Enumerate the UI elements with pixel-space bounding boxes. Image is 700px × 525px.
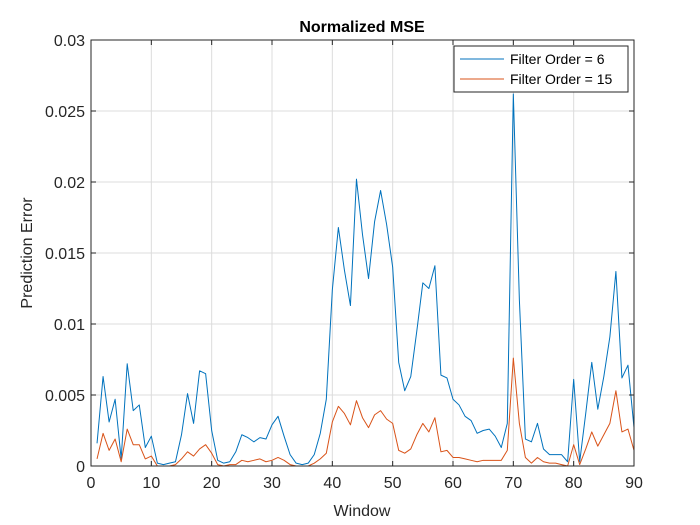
x-tick-label: 0 xyxy=(87,475,96,492)
series-layer xyxy=(96,93,635,467)
series-line-1 xyxy=(96,93,635,466)
series-line-2 xyxy=(96,357,635,467)
y-tick-label: 0.02 xyxy=(54,175,85,192)
x-tick-label: 80 xyxy=(565,475,583,492)
x-tick-label: 60 xyxy=(444,475,462,492)
chart-title: Normalized MSE xyxy=(299,19,425,36)
axis-ticks xyxy=(90,39,635,467)
x-tick-label: 40 xyxy=(323,475,341,492)
x-axis-label: Window xyxy=(334,503,391,520)
x-tick-label: 90 xyxy=(625,475,643,492)
y-tick-label: 0.03 xyxy=(54,33,85,50)
x-tick-label: 50 xyxy=(384,475,402,492)
x-tick-label: 10 xyxy=(142,475,160,492)
y-tick-labels: 0 0.005 0.01 0.015 0.02 0.025 0.03 xyxy=(45,33,85,476)
x-tick-label: 20 xyxy=(203,475,221,492)
x-tick-label: 30 xyxy=(263,475,281,492)
legend-label-2: Filter Order = 15 xyxy=(510,71,613,87)
y-tick-label: 0.01 xyxy=(54,317,85,334)
legend-box xyxy=(453,45,629,93)
y-tick-label: 0.025 xyxy=(45,104,85,121)
legend-label-1: Filter Order = 6 xyxy=(510,51,605,67)
y-tick-label: 0.005 xyxy=(45,388,85,405)
legend: Filter Order = 6 Filter Order = 15 xyxy=(453,45,629,93)
y-tick-label: 0 xyxy=(76,459,85,476)
y-tick-label: 0.015 xyxy=(45,246,85,263)
x-tick-label: 70 xyxy=(504,475,522,492)
y-axis-label: Prediction Error xyxy=(19,197,36,309)
x-tick-labels: 0 10 20 30 40 50 60 70 80 90 xyxy=(87,475,643,492)
